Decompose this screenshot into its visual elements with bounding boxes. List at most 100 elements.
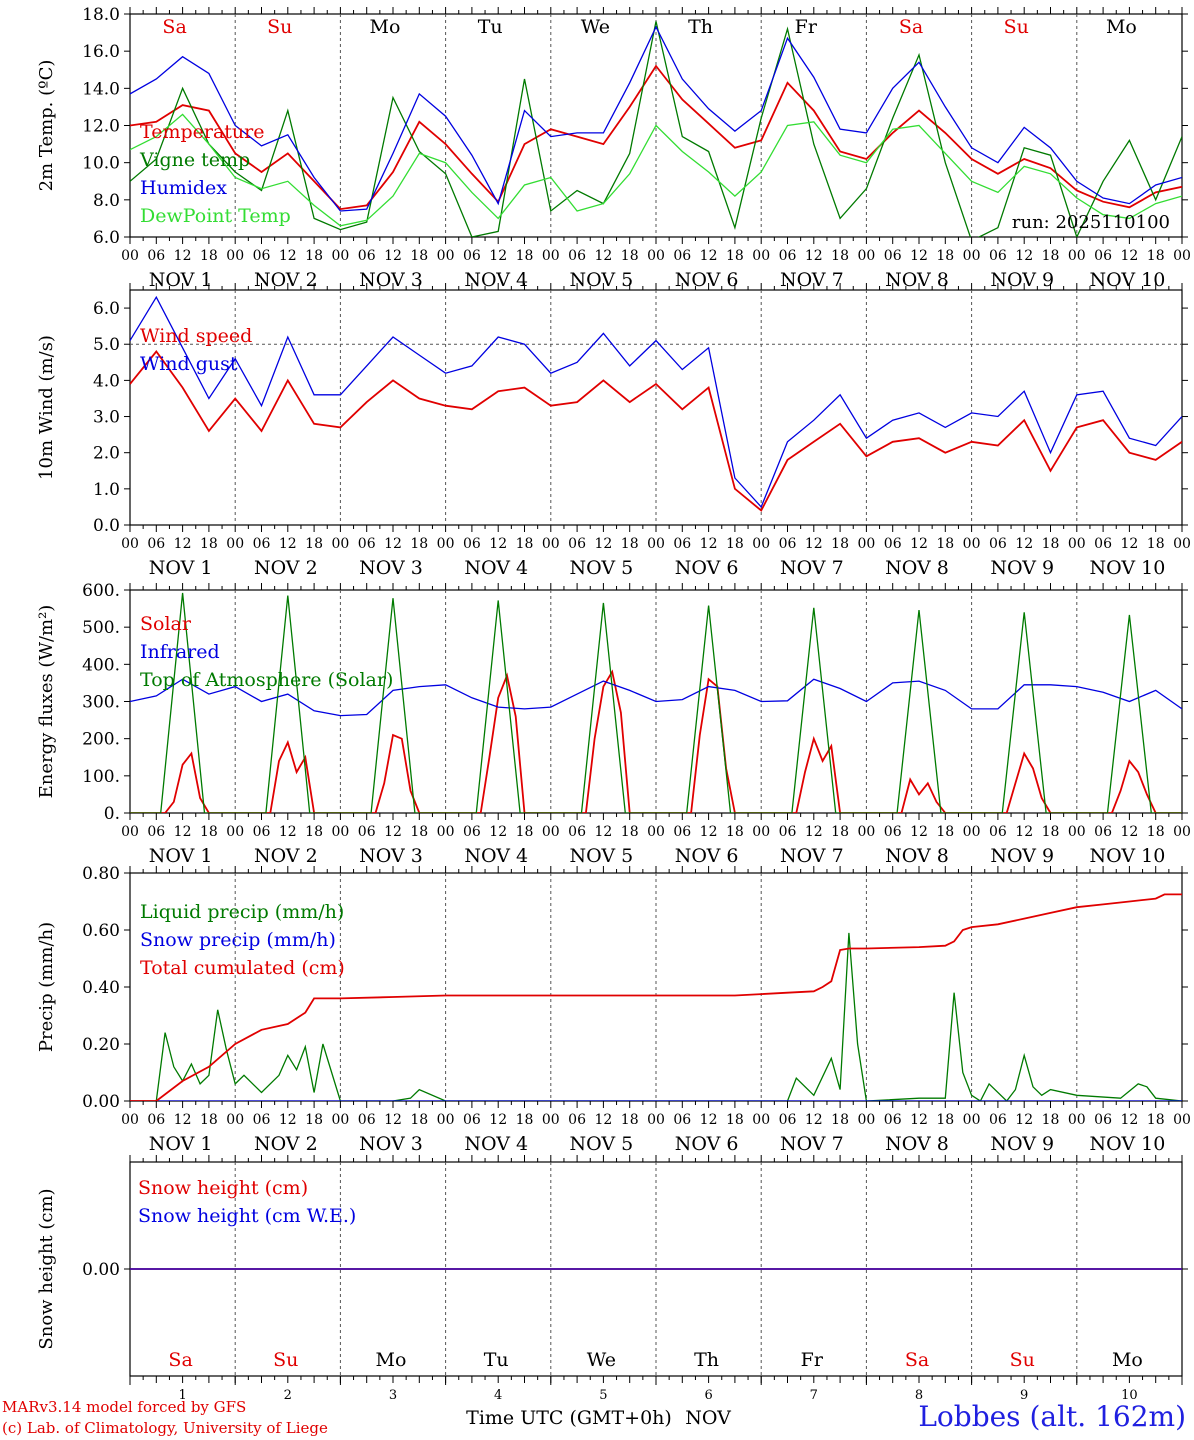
- weekday-top: Sa: [899, 16, 923, 38]
- legend-humidex: Humidex: [140, 177, 227, 199]
- panel-1: 6.0 8.0 10.0 12.0 14.0 16.0 18.0 2m Temp. (ºC) T…: [36, 5, 1191, 291]
- hour-label: 06: [779, 1112, 797, 1128]
- hour-label: 18: [831, 248, 849, 264]
- hour-label: 00: [647, 248, 665, 264]
- hour-label: 00: [437, 1112, 455, 1128]
- hour-label: 12: [489, 1112, 507, 1128]
- weekday-top: We: [581, 16, 610, 38]
- y-tick-label: 0.80: [82, 864, 120, 884]
- y-tick-label: 0.: [104, 804, 120, 824]
- hour-label: 18: [936, 248, 954, 264]
- y-tick-label: 100.: [82, 767, 120, 787]
- hour-label: 18: [410, 248, 428, 264]
- date-label: NOV 1: [149, 269, 213, 291]
- panel-4: 0.00 0.20 0.40 0.60 0.80 Precip (mm/h) Liquid …: [36, 864, 1191, 1155]
- series-line-solar: [130, 669, 1182, 813]
- weekday-top: Su: [267, 16, 292, 38]
- hour-label-end: 00: [1173, 248, 1191, 264]
- hour-label: 06: [358, 248, 376, 264]
- hour-label: 06: [989, 248, 1007, 264]
- date-label: NOV 7: [780, 845, 844, 867]
- weekday-top: Th: [688, 16, 713, 38]
- hour-label: 12: [910, 536, 928, 552]
- hour-label: 06: [884, 824, 902, 840]
- series-group: [130, 295, 1182, 512]
- hour-label: 18: [516, 248, 534, 264]
- hour-label: 06: [1094, 1112, 1112, 1128]
- hour-label: 12: [1015, 248, 1033, 264]
- hour-label: 00: [542, 824, 560, 840]
- y-tick-label: 5.0: [93, 335, 120, 355]
- hour-label: 12: [1120, 824, 1138, 840]
- hour-label: 18: [726, 536, 744, 552]
- legend-snow-height-cm-w-e-: Snow height (cm W.E.): [138, 1205, 356, 1227]
- hour-label: 00: [226, 248, 244, 264]
- hour-label: 18: [1147, 824, 1165, 840]
- date-label: NOV 10: [1089, 1133, 1165, 1155]
- hour-label: 00: [647, 536, 665, 552]
- hour-label: 06: [253, 1112, 271, 1128]
- hour-label: 00: [331, 1112, 349, 1128]
- hour-label: 18: [831, 824, 849, 840]
- date-label: NOV 8: [885, 845, 949, 867]
- y-axis: 6.0 8.0 10.0 12.0 14.0 16.0 18.0: [82, 5, 1188, 248]
- hour-label: 00: [121, 536, 139, 552]
- hour-label: 12: [1015, 1112, 1033, 1128]
- hour-label: 00: [647, 1112, 665, 1128]
- date-label: NOV 6: [675, 269, 739, 291]
- hour-label: 06: [358, 1112, 376, 1128]
- hour-label: 06: [147, 824, 165, 840]
- date-label: NOV 2: [254, 269, 318, 291]
- weekday-top: Mo: [1106, 16, 1137, 38]
- hour-label: 06: [673, 1112, 691, 1128]
- y-tick-label: 400.: [82, 655, 120, 675]
- hour-label: 18: [1042, 824, 1060, 840]
- y-axis: 0.0 1.0 2.0 3.0 4.0 5.0 6.0: [93, 299, 1188, 536]
- hour-label: 12: [594, 824, 612, 840]
- hour-label: 00: [752, 824, 770, 840]
- y-tick-label: 6.0: [93, 228, 120, 248]
- y-tick-label: 2.0: [93, 444, 120, 464]
- date-label: NOV 6: [675, 557, 739, 579]
- hour-label: 18: [516, 536, 534, 552]
- day-number: 10: [1121, 1388, 1138, 1403]
- hour-label: 12: [700, 824, 718, 840]
- hour-label: 18: [726, 248, 744, 264]
- hour-label: 00: [963, 824, 981, 840]
- hour-label: 06: [568, 536, 586, 552]
- y-tick-label: 0.0: [93, 516, 120, 536]
- hour-label: 00: [647, 824, 665, 840]
- run-annotation: run: 2025110100: [1012, 212, 1170, 233]
- hour-label: 06: [884, 248, 902, 264]
- hour-label: 00: [331, 824, 349, 840]
- day-number: 6: [704, 1388, 712, 1403]
- day-number: 5: [599, 1388, 607, 1403]
- weekday-top: Fr: [795, 16, 818, 38]
- legend-top-of-atmosphere-solar-: Top of Atmosphere (Solar): [140, 669, 393, 691]
- date-labels: NOV 1 NOV 2 NOV 3 NOV 4 NOV 5 NOV 6 NOV 7 NOV 8…: [149, 1133, 1166, 1155]
- hour-label: 18: [305, 248, 323, 264]
- hour-label: 00: [857, 824, 875, 840]
- hour-label: 18: [410, 824, 428, 840]
- date-label: NOV 6: [675, 845, 739, 867]
- y-tick-label: 16.0: [82, 42, 120, 62]
- date-labels: NOV 1 NOV 2 NOV 3 NOV 4 NOV 5 NOV 6 NOV 7 NOV 8…: [149, 845, 1166, 867]
- hour-label-end: 00: [1173, 536, 1191, 552]
- hour-label: 12: [910, 1112, 928, 1128]
- hour-label: 18: [200, 248, 218, 264]
- legend-solar: Solar: [140, 613, 192, 635]
- hour-label: 12: [489, 536, 507, 552]
- y-tick-label: 0.00: [82, 1260, 120, 1280]
- hour-label: 18: [1147, 1112, 1165, 1128]
- hour-label: 12: [594, 536, 612, 552]
- legend-vigne-temp: Vigne temp: [139, 149, 250, 171]
- hour-label: 00: [226, 536, 244, 552]
- hour-label: 12: [489, 824, 507, 840]
- hour-label: 12: [805, 1112, 823, 1128]
- date-label: NOV 6: [675, 1133, 739, 1155]
- y-axis-title: 2m Temp. (ºC): [36, 60, 57, 192]
- weekday-bottom: Mo: [1112, 1349, 1143, 1371]
- date-label: NOV 5: [570, 1133, 634, 1155]
- x-axis-month: NOV: [685, 1407, 731, 1429]
- series-line-temperature: [130, 64, 1182, 211]
